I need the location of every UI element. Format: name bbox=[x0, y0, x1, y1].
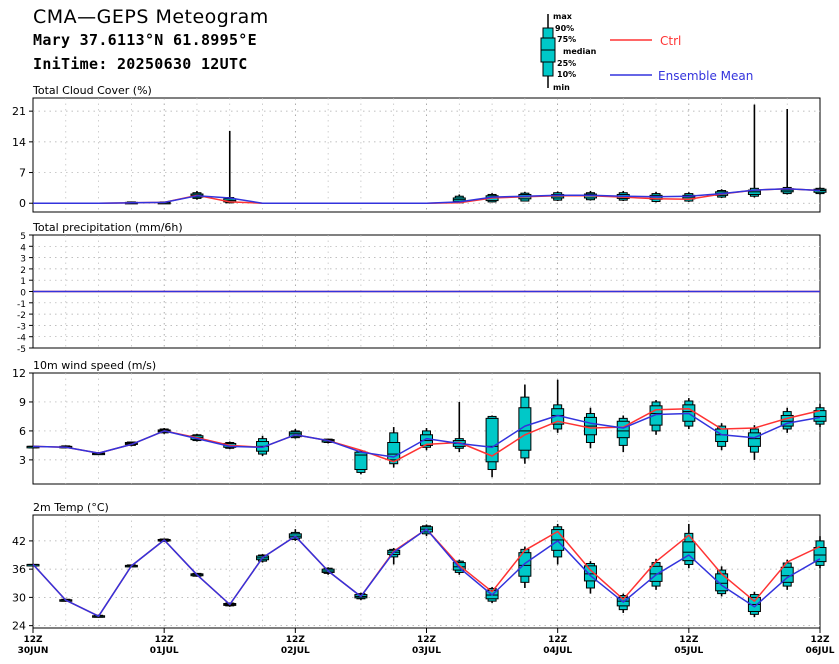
box-16 bbox=[551, 379, 565, 433]
ytick-label: 0 bbox=[19, 197, 26, 210]
legend-label-5: 10% bbox=[557, 70, 576, 79]
ytick-label: 5 bbox=[20, 232, 26, 242]
xtick-label-top: 12Z bbox=[417, 635, 437, 645]
panel-1: Total precipitation (mm/6h) -5-4 -3-2-10 12… bbox=[17, 221, 821, 355]
panel-title: 2m Temp (°C) bbox=[33, 501, 109, 514]
legend-label-3: median bbox=[563, 47, 597, 56]
time-axis: 12Z30JUN12Z01JUL12Z02JUL12Z03JUL12Z04JUL… bbox=[18, 628, 835, 656]
xtick-label-top: 12Z bbox=[679, 635, 699, 645]
box-inner bbox=[747, 432, 761, 447]
ensemble-mean-line bbox=[32, 412, 821, 458]
ytick-label: 2 bbox=[20, 266, 26, 276]
box-18 bbox=[616, 415, 630, 453]
xtick-label-bottom: 04JUL bbox=[543, 646, 572, 656]
panel-title: Total Cloud Cover (%) bbox=[32, 84, 152, 97]
ytick-label: 24 bbox=[12, 620, 26, 633]
ytick-label: -4 bbox=[17, 334, 26, 344]
ytick-label: 1 bbox=[20, 277, 26, 287]
legend-label-6: min bbox=[553, 83, 570, 92]
ytick-label: -2 bbox=[17, 311, 26, 321]
box-inner bbox=[518, 407, 532, 451]
box-24 bbox=[813, 536, 827, 569]
xtick-label-top: 12Z bbox=[155, 635, 175, 645]
xtick-label-bottom: 30JUN bbox=[18, 646, 49, 656]
xtick-label-bottom: 03JUL bbox=[412, 646, 441, 656]
ytick-label: 30 bbox=[12, 591, 26, 604]
ytick-label: 4 bbox=[20, 243, 26, 253]
ytick-label: 36 bbox=[12, 563, 26, 576]
xtick-label-bottom: 06JUL bbox=[806, 646, 835, 656]
legend-label-1: 90% bbox=[555, 24, 574, 33]
xtick-label-top: 12Z bbox=[810, 635, 830, 645]
line-legend: Ctrl Ensemble Mean bbox=[610, 34, 753, 83]
ytick-label: 7 bbox=[19, 167, 26, 180]
ctrl-line bbox=[33, 188, 821, 204]
ensemble-mean-line bbox=[32, 528, 821, 617]
ytick-label: 3 bbox=[20, 255, 26, 265]
box-10 bbox=[354, 450, 368, 475]
legend-label-0: max bbox=[553, 12, 573, 21]
meteogram-title: CMA—GEPS Meteogram bbox=[33, 6, 269, 28]
box-20 bbox=[682, 523, 696, 569]
ytick-label: 21 bbox=[12, 105, 26, 118]
box-inner bbox=[485, 417, 499, 463]
box-20 bbox=[682, 192, 696, 202]
box-19 bbox=[649, 400, 663, 435]
box-23 bbox=[780, 407, 794, 433]
box-22 bbox=[747, 425, 761, 460]
ytick-label: 6 bbox=[19, 425, 26, 438]
init-time-label: IniTime: 20250630 12UTC bbox=[33, 55, 248, 73]
panel-0: Total Cloud Cover (%) 0 7 14 21 bbox=[12, 84, 827, 213]
ensemble-mean-line bbox=[33, 188, 821, 204]
box-23 bbox=[780, 108, 794, 195]
ytick-label: 12 bbox=[12, 367, 26, 380]
legend-label-4: 25% bbox=[557, 59, 576, 68]
xtick-label-bottom: 02JUL bbox=[281, 646, 310, 656]
boxplot-legend: max 90% 75% median 25% 10% min bbox=[540, 12, 597, 92]
ytick-label: 0 bbox=[20, 289, 26, 299]
ytick-label: -1 bbox=[17, 300, 26, 310]
legend-label-2: 75% bbox=[557, 35, 576, 44]
xtick-label-top: 12Z bbox=[286, 635, 306, 645]
ytick-label: 3 bbox=[19, 454, 26, 467]
panel-title: Total precipitation (mm/6h) bbox=[32, 221, 183, 234]
ytick-label: 42 bbox=[12, 535, 26, 548]
box-22 bbox=[747, 104, 761, 198]
ytick-label: -5 bbox=[17, 345, 26, 355]
ytick-label: 14 bbox=[12, 136, 26, 149]
panel-3: 2m Temp (°C) 24 30 36 42 bbox=[12, 501, 827, 633]
box-inner bbox=[616, 420, 630, 439]
box-15 bbox=[518, 384, 532, 464]
box-18 bbox=[616, 593, 630, 613]
xtick-label-bottom: 05JUL bbox=[674, 646, 703, 656]
mean-legend-label: Ensemble Mean bbox=[658, 69, 753, 83]
ytick-label: -3 bbox=[17, 322, 26, 332]
ctrl-legend-label: Ctrl bbox=[660, 34, 681, 48]
ytick-label: 9 bbox=[19, 396, 26, 409]
panel-title: 10m wind speed (m/s) bbox=[33, 359, 156, 372]
xtick-label-top: 12Z bbox=[548, 635, 568, 645]
panel-2: 10m wind speed (m/s) 3 6 9 12 bbox=[12, 359, 827, 485]
xtick-label-bottom: 01JUL bbox=[150, 646, 179, 656]
box-6 bbox=[223, 130, 237, 204]
box-15 bbox=[518, 546, 532, 588]
xtick-label-top: 12Z bbox=[23, 635, 43, 645]
box-24 bbox=[813, 403, 827, 428]
location-label: Mary 37.6113°N 61.8995°E bbox=[33, 31, 257, 49]
